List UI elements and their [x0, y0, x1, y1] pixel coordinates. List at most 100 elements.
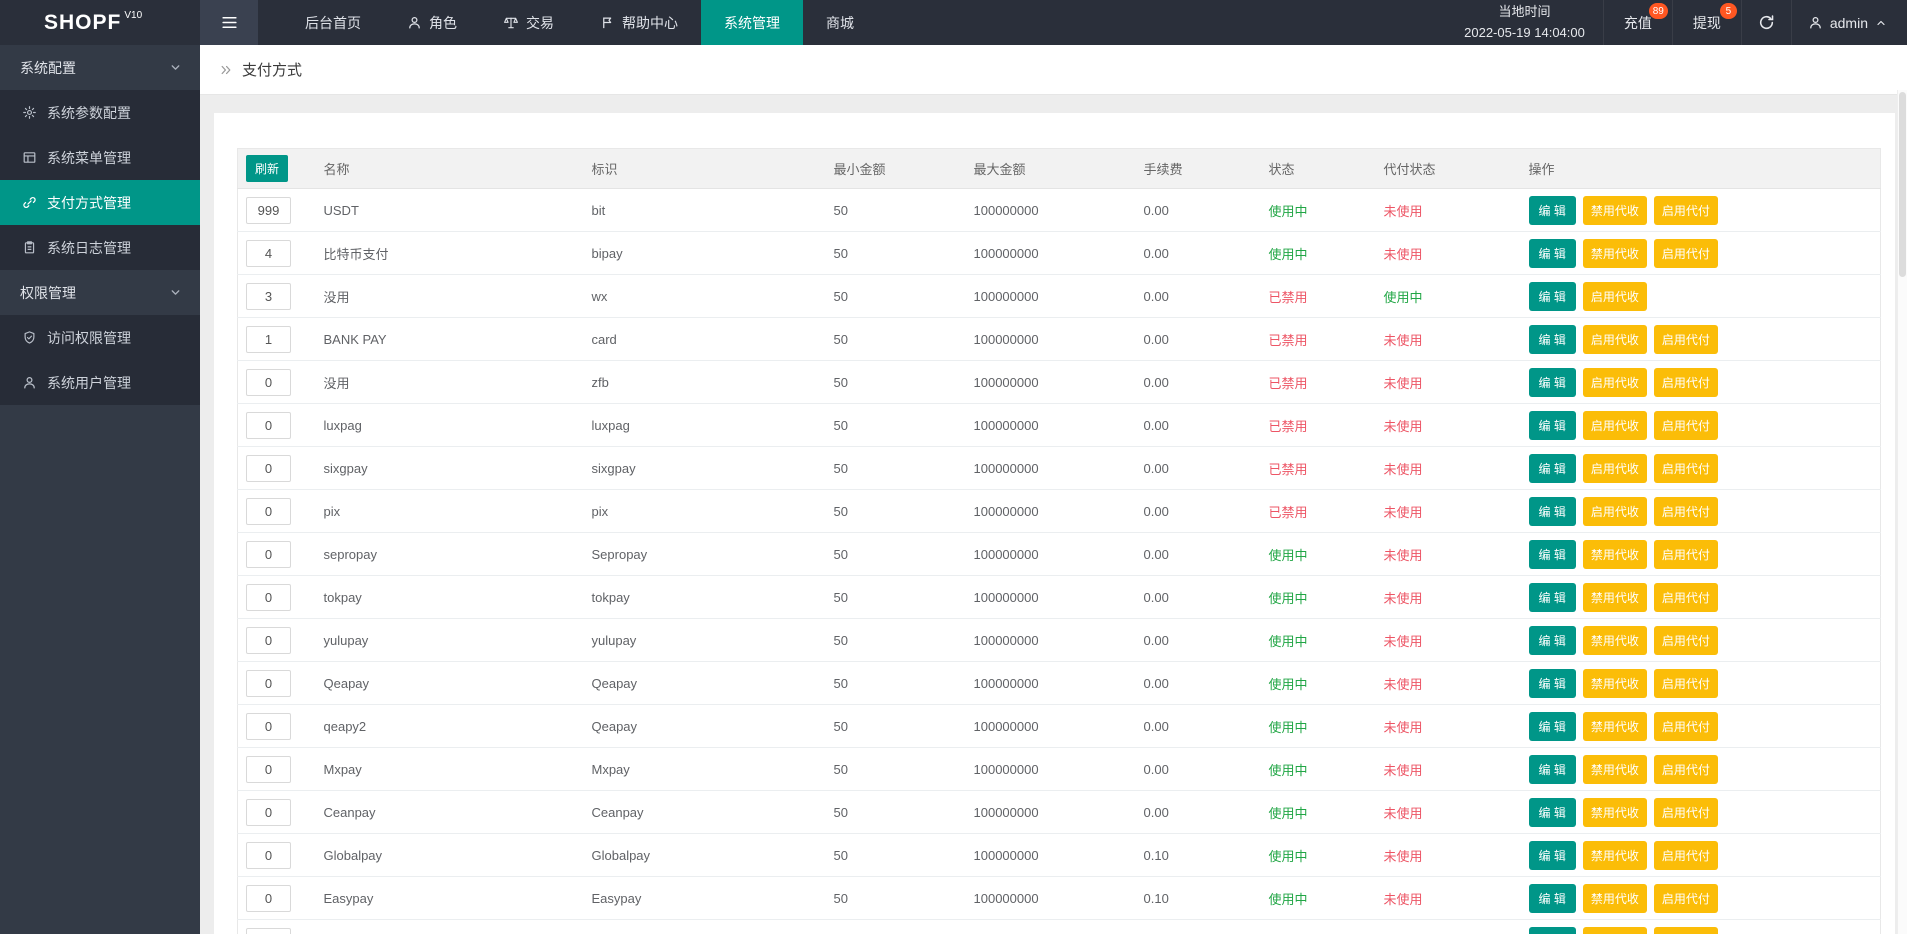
edit-button[interactable]: 编 辑: [1528, 797, 1576, 827]
edit-button[interactable]: 编 辑: [1528, 668, 1576, 698]
payout-toggle-button[interactable]: 启用代付: [1653, 797, 1718, 827]
collect-toggle-button[interactable]: 启用代收: [1582, 496, 1647, 526]
payout-toggle-button[interactable]: 启用代付: [1653, 453, 1718, 483]
edit-button[interactable]: 编 辑: [1528, 883, 1576, 913]
sort-input[interactable]: [246, 368, 291, 396]
collect-toggle-button[interactable]: 启用代收: [1582, 324, 1647, 354]
tab-system-management[interactable]: 系统管理: [701, 0, 803, 45]
user-menu[interactable]: admin: [1790, 0, 1907, 45]
refresh-page-button[interactable]: [1740, 0, 1791, 45]
sort-input[interactable]: [246, 411, 291, 439]
tab-mall[interactable]: 商城: [803, 0, 877, 45]
sidebar-item-system-params[interactable]: 系统参数配置: [0, 90, 200, 135]
sort-input[interactable]: [246, 841, 291, 869]
cell-status: 已禁用: [1260, 317, 1376, 361]
refresh-table-button[interactable]: 刷新: [246, 155, 289, 182]
hamburger-button[interactable]: [200, 0, 258, 45]
scrollbar-thumb[interactable]: [1899, 92, 1906, 277]
payout-toggle-button[interactable]: 启用代付: [1653, 883, 1718, 913]
sidebar-item-payment-methods[interactable]: 支付方式管理: [0, 180, 200, 225]
status-badge: 已禁用: [1268, 332, 1308, 348]
col-header-code: 标识: [583, 148, 826, 189]
collect-toggle-button[interactable]: 禁用代收: [1582, 926, 1647, 934]
payout-toggle-button[interactable]: 启用代付: [1653, 625, 1718, 655]
payout-toggle-button[interactable]: 启用代付: [1653, 668, 1718, 698]
collect-toggle-button[interactable]: 启用代收: [1582, 453, 1647, 483]
collect-toggle-button[interactable]: 禁用代收: [1582, 625, 1647, 655]
sort-input[interactable]: [246, 884, 291, 912]
collect-toggle-button[interactable]: 禁用代收: [1582, 840, 1647, 870]
payout-toggle-button[interactable]: 启用代付: [1653, 195, 1718, 225]
collect-toggle-button[interactable]: 禁用代收: [1582, 539, 1647, 569]
page-scrollbar[interactable]: [1897, 90, 1907, 934]
sort-input[interactable]: [246, 669, 291, 697]
edit-button[interactable]: 编 辑: [1528, 539, 1576, 569]
sort-input[interactable]: [246, 626, 291, 654]
collect-toggle-button[interactable]: 禁用代收: [1582, 754, 1647, 784]
payout-toggle-button[interactable]: 启用代付: [1653, 324, 1718, 354]
cell-fee: 0.00: [1135, 403, 1261, 447]
tab-trade[interactable]: 交易: [480, 0, 577, 45]
edit-button[interactable]: 编 辑: [1528, 840, 1576, 870]
tab-help-center[interactable]: 帮助中心: [577, 0, 701, 45]
sidebar-item-system-menu[interactable]: 系统菜单管理: [0, 135, 200, 180]
sort-input[interactable]: [246, 454, 291, 482]
payout-toggle-button[interactable]: 启用代付: [1653, 711, 1718, 741]
sort-input[interactable]: [246, 239, 291, 267]
edit-button[interactable]: 编 辑: [1528, 324, 1576, 354]
payout-toggle-button[interactable]: 启用代付: [1653, 926, 1718, 934]
payout-toggle-button[interactable]: 启用代付: [1653, 367, 1718, 397]
withdraw-button[interactable]: 提现 5: [1671, 0, 1741, 45]
payout-toggle-button[interactable]: 启用代付: [1653, 840, 1718, 870]
edit-button[interactable]: 编 辑: [1528, 625, 1576, 655]
group-system-config[interactable]: 系统配置: [0, 45, 200, 90]
sort-input[interactable]: [246, 325, 291, 353]
collect-toggle-button[interactable]: 禁用代收: [1582, 668, 1647, 698]
group-permission-management[interactable]: 权限管理: [0, 270, 200, 315]
collect-toggle-button[interactable]: 禁用代收: [1582, 238, 1647, 268]
tab-dashboard[interactable]: 后台首页: [282, 0, 384, 45]
sidebar-item-system-logs[interactable]: 系统日志管理: [0, 225, 200, 270]
sidebar-item-label: 系统参数配置: [47, 104, 131, 121]
edit-button[interactable]: 编 辑: [1528, 582, 1576, 612]
collect-toggle-button[interactable]: 禁用代收: [1582, 582, 1647, 612]
cell-status: 使用中: [1260, 188, 1376, 232]
edit-button[interactable]: 编 辑: [1528, 711, 1576, 741]
sort-input[interactable]: [246, 540, 291, 568]
sort-input[interactable]: [246, 712, 291, 740]
sidebar-item-system-users[interactable]: 系统用户管理: [0, 360, 200, 405]
edit-button[interactable]: 编 辑: [1528, 453, 1576, 483]
sort-input[interactable]: [246, 927, 291, 934]
sort-input[interactable]: [246, 755, 291, 783]
edit-button[interactable]: 编 辑: [1528, 281, 1576, 311]
collect-toggle-button[interactable]: 启用代收: [1582, 281, 1647, 311]
collect-toggle-button[interactable]: 禁用代收: [1582, 711, 1647, 741]
tab-role[interactable]: 角色: [384, 0, 480, 45]
edit-button[interactable]: 编 辑: [1528, 195, 1576, 225]
payout-toggle-button[interactable]: 启用代付: [1653, 496, 1718, 526]
collect-toggle-button[interactable]: 启用代收: [1582, 367, 1647, 397]
cell-pay-status: 未使用: [1375, 575, 1521, 619]
collect-toggle-button[interactable]: 启用代收: [1582, 410, 1647, 440]
edit-button[interactable]: 编 辑: [1528, 496, 1576, 526]
payout-toggle-button[interactable]: 启用代付: [1653, 539, 1718, 569]
payout-toggle-button[interactable]: 启用代付: [1653, 754, 1718, 784]
collect-toggle-button[interactable]: 禁用代收: [1582, 195, 1647, 225]
edit-button[interactable]: 编 辑: [1528, 367, 1576, 397]
edit-button[interactable]: 编 辑: [1528, 754, 1576, 784]
sort-input[interactable]: [246, 282, 291, 310]
edit-button[interactable]: 编 辑: [1528, 926, 1576, 934]
sort-input[interactable]: [246, 497, 291, 525]
edit-button[interactable]: 编 辑: [1528, 238, 1576, 268]
recharge-button[interactable]: 充值 89: [1602, 0, 1672, 45]
edit-button[interactable]: 编 辑: [1528, 410, 1576, 440]
sort-input[interactable]: [246, 798, 291, 826]
payout-toggle-button[interactable]: 启用代付: [1653, 410, 1718, 440]
sidebar-item-access-permission[interactable]: 访问权限管理: [0, 315, 200, 360]
payout-toggle-button[interactable]: 启用代付: [1653, 238, 1718, 268]
collect-toggle-button[interactable]: 禁用代收: [1582, 797, 1647, 827]
sort-input[interactable]: [246, 583, 291, 611]
payout-toggle-button[interactable]: 启用代付: [1653, 582, 1718, 612]
sort-input[interactable]: [246, 196, 291, 224]
collect-toggle-button[interactable]: 禁用代收: [1582, 883, 1647, 913]
